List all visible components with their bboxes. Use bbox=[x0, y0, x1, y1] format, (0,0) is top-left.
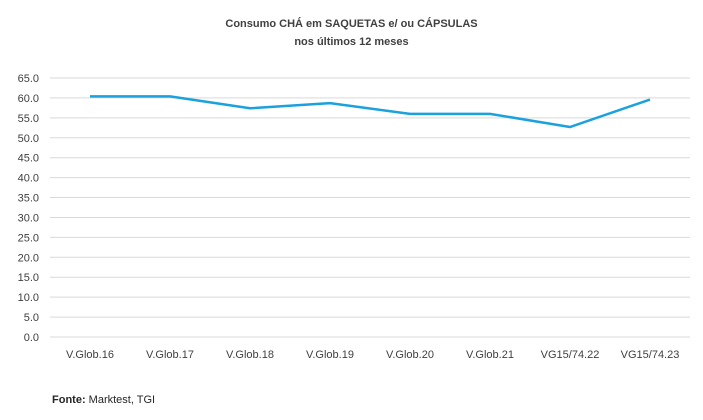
x-tick-label: V.Glob.16 bbox=[66, 349, 114, 361]
y-tick-label: 20.0 bbox=[18, 252, 39, 264]
y-tick-label: 35.0 bbox=[18, 193, 39, 205]
chart-title: Consumo CHÁ em SAQUETAS e/ ou CÁPSULAS bbox=[225, 18, 478, 30]
y-tick-label: 50.0 bbox=[18, 133, 39, 145]
y-tick-label: 60.0 bbox=[18, 93, 39, 105]
y-tick-label: 30.0 bbox=[18, 212, 39, 224]
y-tick-label: 10.0 bbox=[18, 292, 39, 304]
x-tick-label: VG15/74.22 bbox=[541, 349, 600, 361]
x-tick-label: V.Glob.20 bbox=[386, 349, 434, 361]
y-tick-label: 55.0 bbox=[18, 113, 39, 125]
x-tick-label: V.Glob.18 bbox=[226, 349, 274, 361]
y-tick-label: 40.0 bbox=[18, 173, 39, 185]
y-tick-label: 0.0 bbox=[24, 332, 39, 344]
x-tick-label: V.Glob.21 bbox=[466, 349, 514, 361]
source-label: Fonte: bbox=[52, 394, 86, 406]
source-text: Marktest, TGI bbox=[85, 394, 156, 406]
series-line bbox=[90, 95, 651, 129]
y-tick-label: 15.0 bbox=[18, 272, 39, 284]
y-tick-label: 25.0 bbox=[18, 232, 39, 244]
source-note: Fonte: Marktest, TGI bbox=[52, 394, 155, 406]
x-tick-label: VG15/74.23 bbox=[621, 349, 680, 361]
y-tick-label: 5.0 bbox=[24, 312, 39, 324]
y-tick-label: 65.0 bbox=[18, 73, 39, 85]
chart-subtitle: nos últimos 12 meses bbox=[294, 36, 409, 48]
x-tick-label: V.Glob.19 bbox=[306, 349, 354, 361]
y-tick-label: 45.0 bbox=[18, 153, 39, 165]
x-tick-label: V.Glob.17 bbox=[146, 349, 194, 361]
